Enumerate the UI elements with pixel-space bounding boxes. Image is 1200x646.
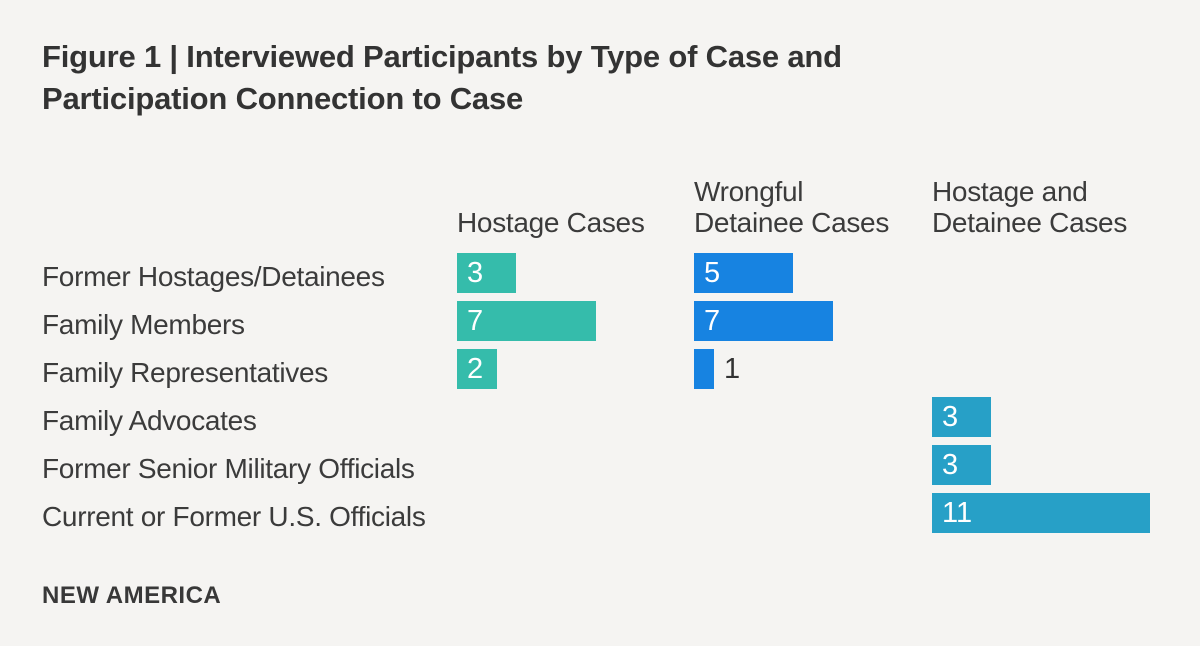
column-headers: Hostage Cases Wrongful Detainee Cases Host… [0, 172, 1200, 238]
chart-row: Current or Former U.S. Officials 11 [0, 493, 1200, 533]
bar: 11 [932, 493, 1150, 533]
bar: 2 [457, 349, 497, 389]
bar: 7 [694, 301, 833, 341]
bar-value-label: 3 [467, 257, 484, 289]
figure-title: Figure 1 | Interviewed Participants by T… [42, 39, 842, 116]
bar-value-label: 7 [467, 305, 484, 337]
bar: 3 [457, 253, 516, 293]
chart-row: Former Hostages/Detainees 3 5 [0, 253, 1200, 293]
bar-value-label: 3 [942, 449, 959, 481]
row-label: Family Representatives [42, 357, 328, 388]
column-header: Hostage Cases [457, 207, 645, 238]
bar-value-label: 11 [942, 497, 973, 529]
bar: 3 [932, 445, 991, 485]
column-header: Hostage and Detainee Cases [932, 176, 1128, 238]
bar-value-label: 7 [704, 305, 721, 337]
bar: 7 [457, 301, 596, 341]
chart-row: Family Members 7 7 [0, 301, 1200, 341]
bar-value-label: 2 [467, 353, 484, 385]
bar: 5 [694, 253, 793, 293]
row-label: Family Members [42, 309, 245, 340]
bar-value-label: 3 [942, 401, 959, 433]
row-label: Former Senior Military Officials [42, 453, 415, 484]
row-label: Former Hostages/Detainees [42, 261, 385, 292]
column-header: Wrongful Detainee Cases [694, 176, 890, 238]
brand-wordmark: NEW AMERICA [42, 582, 222, 609]
bar-value-label: 1 [724, 353, 741, 385]
row-label: Current or Former U.S. Officials [42, 501, 426, 532]
row-label: Family Advocates [42, 405, 257, 436]
bar: 1 [694, 349, 740, 389]
chart-row: Family Advocates 3 [0, 397, 1200, 437]
chart-row: Former Senior Military Officials 3 [0, 445, 1200, 485]
bar-value-label: 5 [704, 257, 721, 289]
chart-row: Family Representatives 2 1 [0, 349, 1200, 389]
bar: 3 [932, 397, 991, 437]
